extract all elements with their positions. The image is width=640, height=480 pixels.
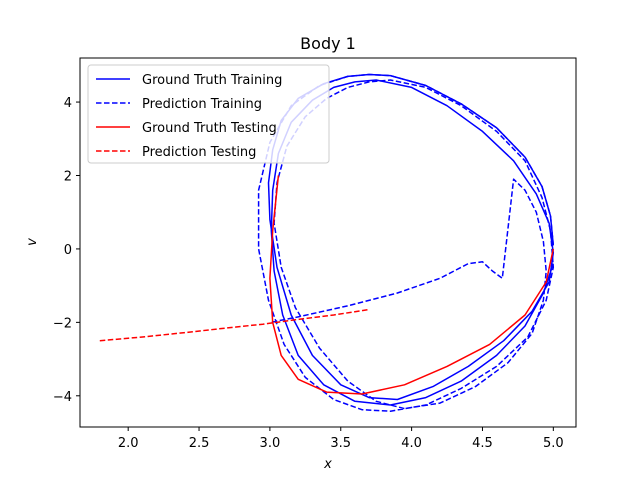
- legend-label-3: Prediction Testing: [142, 145, 256, 160]
- x-tick-label: 4.5: [472, 436, 493, 451]
- y-axis: −4 −2 0 2 4: [53, 96, 80, 405]
- legend-box: [87, 64, 330, 164]
- plot-frame: [79, 57, 577, 428]
- x-tick-label: 3.0: [260, 436, 281, 451]
- y-tick-label: −2: [53, 316, 72, 331]
- x-axis-label: x: [323, 457, 332, 472]
- y-tick-label: −4: [53, 390, 72, 405]
- legend-label-2: Ground Truth Testing: [142, 121, 277, 136]
- chart-title: Body 1: [300, 34, 356, 53]
- legend-label-1: Prediction Training: [142, 97, 262, 112]
- x-tick-label: 4.0: [401, 436, 422, 451]
- x-tick-label: 2.0: [118, 436, 139, 451]
- legend: Ground Truth Training Prediction Trainin…: [87, 64, 330, 164]
- series-line-2: [269, 175, 555, 395]
- x-tick-label: 5.0: [543, 436, 564, 451]
- x-tick-label: 3.5: [330, 436, 351, 451]
- y-tick-label: 4: [64, 96, 72, 111]
- x-tick-label: 2.5: [189, 436, 210, 451]
- x-axis: 2.0 2.5 3.0 3.5 4.0 4.5 5.0: [118, 427, 564, 451]
- legend-label-0: Ground Truth Training: [142, 73, 282, 88]
- y-tick-label: 2: [64, 169, 72, 184]
- y-axis-label: v: [25, 238, 40, 246]
- y-tick-label: 0: [64, 243, 72, 258]
- series-line-3: [99, 308, 370, 342]
